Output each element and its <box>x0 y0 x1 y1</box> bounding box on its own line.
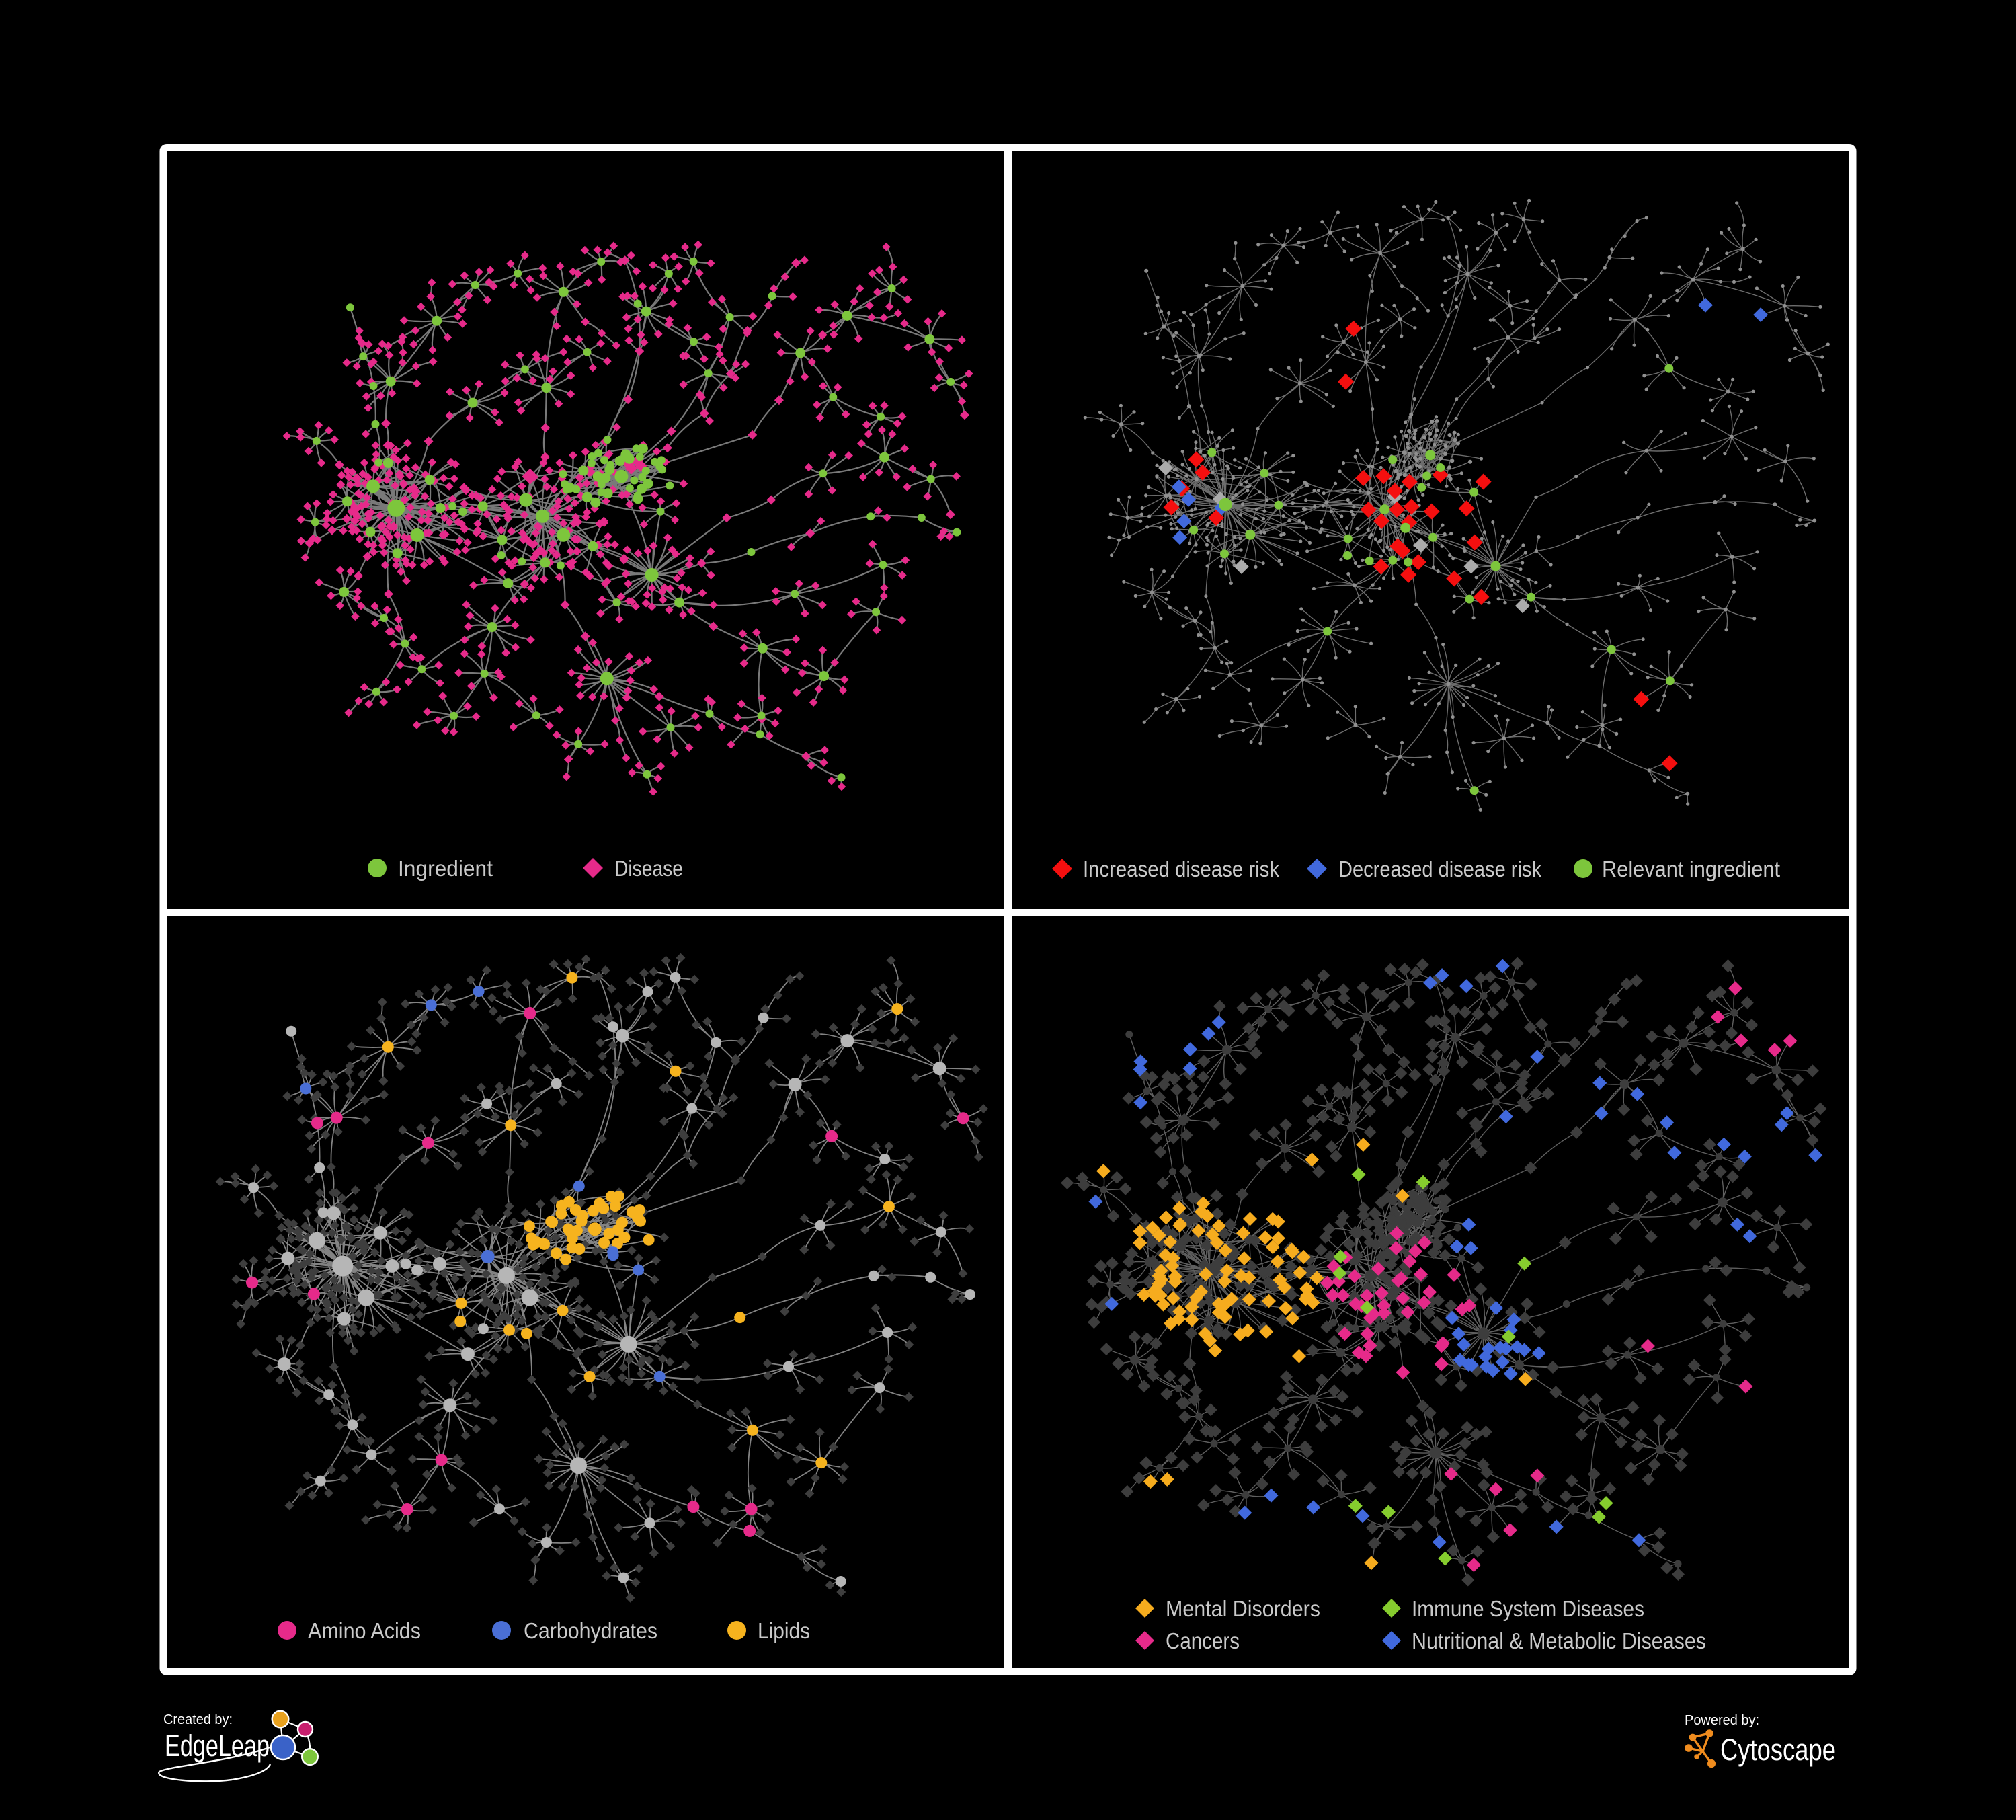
svg-text:EdgeLeap: EdgeLeap <box>165 1729 270 1763</box>
svg-text:Amino Acids: Amino Acids <box>308 1618 421 1643</box>
svg-text:Mental Disorders: Mental Disorders <box>1166 1596 1320 1621</box>
svg-text:Cytoscape: Cytoscape <box>1720 1733 1836 1767</box>
svg-text:Disease: Disease <box>614 856 683 881</box>
svg-text:Ingredient: Ingredient <box>398 856 493 881</box>
svg-text:Decreased disease risk: Decreased disease risk <box>1338 857 1541 881</box>
svg-text:Carbohydrates: Carbohydrates <box>524 1618 657 1643</box>
svg-text:Powered by:: Powered by: <box>1685 1713 1759 1728</box>
svg-text:Created by:: Created by: <box>163 1712 233 1727</box>
svg-text:Cancers: Cancers <box>1166 1628 1240 1653</box>
svg-text:Lipids: Lipids <box>758 1618 810 1643</box>
svg-text:Nutritional & Metabolic Diseas: Nutritional & Metabolic Diseases <box>1412 1628 1706 1653</box>
svg-text:Increased disease risk: Increased disease risk <box>1083 857 1279 881</box>
svg-text:Immune System Diseases: Immune System Diseases <box>1412 1596 1644 1621</box>
svg-text:Relevant ingredient: Relevant ingredient <box>1602 857 1780 881</box>
